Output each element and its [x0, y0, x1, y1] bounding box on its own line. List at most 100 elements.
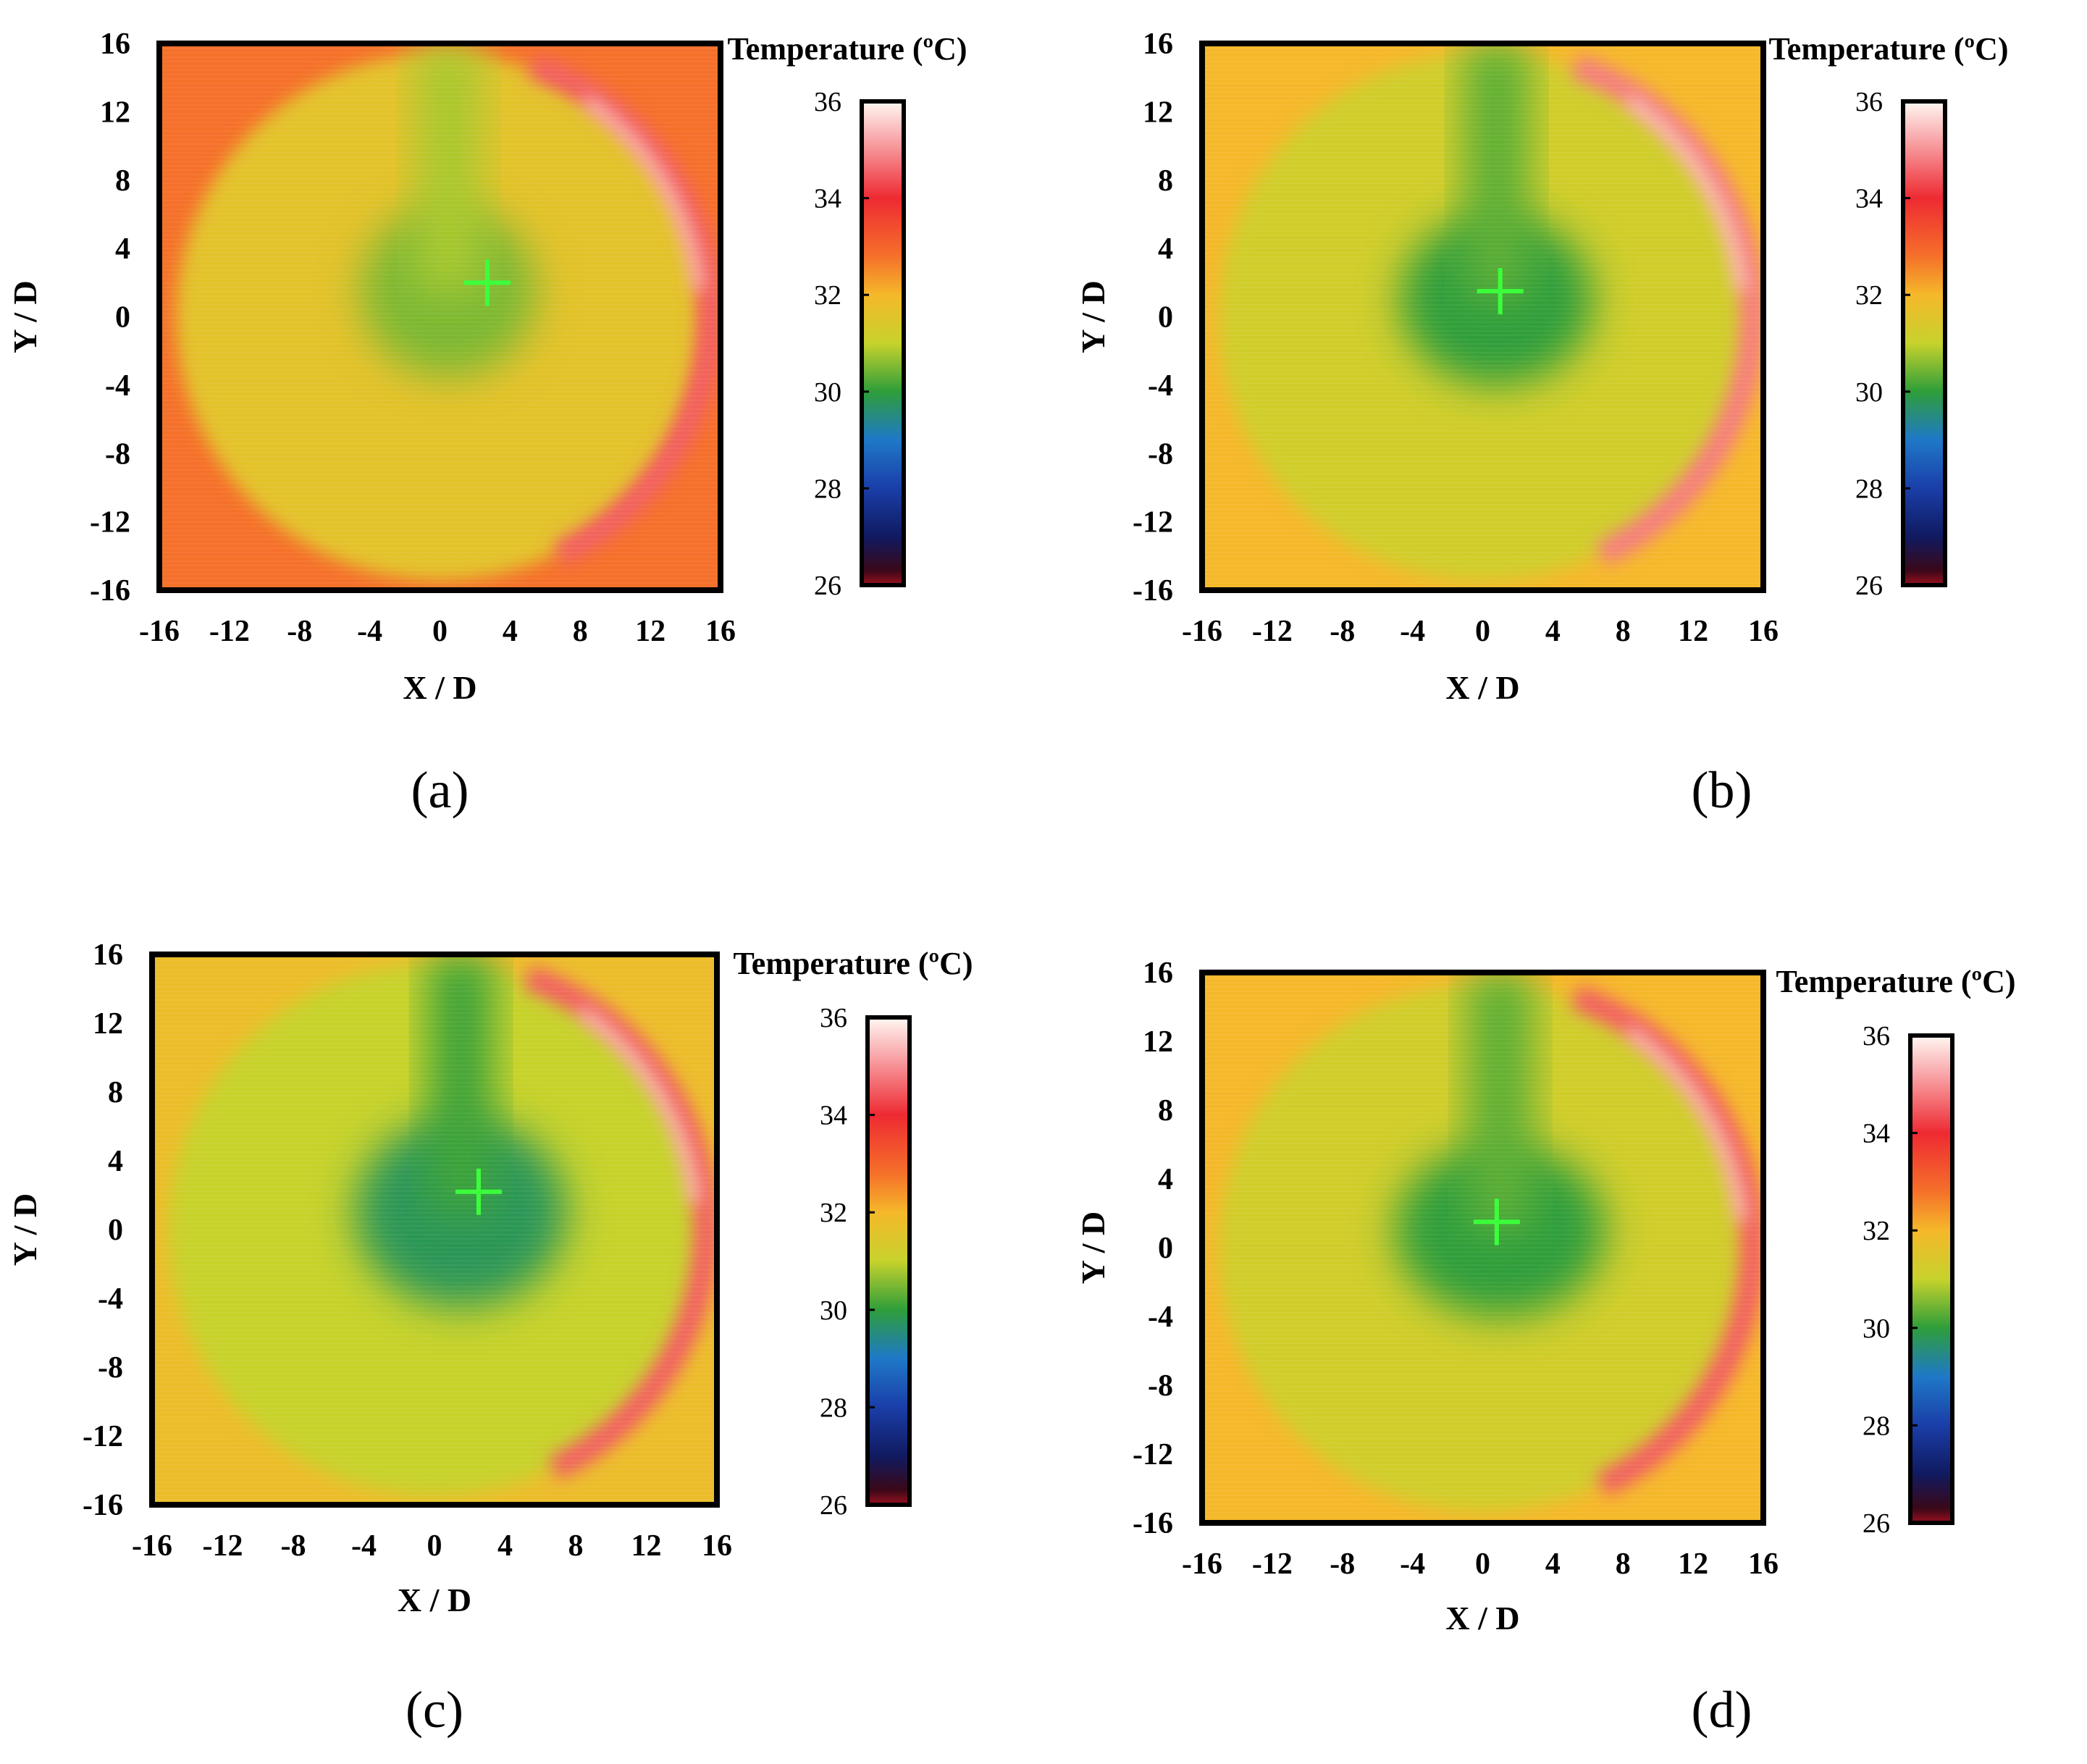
y-tick-label: 16	[100, 28, 130, 61]
y-tick-label: 12	[1143, 96, 1173, 129]
panel-d: -16 -12 -8 -4 0 4 8 12 16 16 12 8 4 0 -4 -8 -12 -16 X / D Y…	[1075, 957, 2016, 1739]
jet-center-marker	[1473, 1198, 1520, 1246]
colorbar-tick-label: 30	[1863, 1314, 1890, 1344]
plot-frame	[156, 41, 723, 593]
colorbar-tick-label: 34	[1855, 184, 1883, 214]
y-tick-label: 8	[1158, 1094, 1173, 1127]
y-tick-label: -12	[1133, 506, 1173, 539]
y-axis-label: Y / D	[1075, 280, 1112, 353]
colorbar-tick-label: 26	[1855, 571, 1883, 601]
y-tick-label: -8	[105, 437, 130, 471]
colorbar-tick-label: 36	[1855, 87, 1883, 117]
y-tick-label: -4	[1148, 369, 1173, 403]
colorbar-tick-label: 32	[814, 280, 841, 311]
colorbar-tick-label: 36	[820, 1003, 847, 1033]
colorbar-title: Temperature (ºC)	[1776, 964, 2015, 999]
y-tick-label: -4	[105, 369, 130, 403]
panel-label: (d)	[1692, 1681, 1752, 1739]
y-tick-label: 4	[108, 1145, 123, 1178]
x-tick-label: -8	[281, 1529, 306, 1563]
colorbar-tick-label: 28	[1863, 1411, 1890, 1441]
x-tick-label: -16	[132, 1529, 172, 1563]
panel-label: (b)	[1692, 761, 1752, 819]
y-tick-label: -16	[90, 574, 130, 608]
panel-b: -16 -12 -8 -4 0 4 8 12 16 16 12 8 4 0 -4 -8 -12 -16 X / D Y…	[1075, 28, 2009, 819]
heatmap-field	[1202, 43, 1763, 590]
colorbar-tick-label: 26	[814, 571, 841, 601]
x-tick-label: -16	[1182, 615, 1222, 648]
x-tick-label: -8	[287, 615, 312, 648]
y-tick-label: 8	[1158, 164, 1173, 198]
x-tick-label: 16	[1748, 615, 1779, 648]
colorbar-tick-label: 30	[814, 377, 841, 408]
x-axis-label: X / D	[403, 669, 476, 706]
colorbar: Temperature (ºC) 36 34 32 30 28 26	[1768, 31, 2008, 601]
colorbar-tick-label: 28	[820, 1393, 847, 1423]
y-tick-label: 16	[1143, 957, 1173, 990]
y-tick-label: -8	[98, 1351, 123, 1385]
x-tick-label: 8	[568, 1529, 584, 1563]
x-tick-label: 0	[1475, 1547, 1490, 1581]
y-tick-label: -12	[1133, 1438, 1173, 1471]
x-tick-label: -12	[209, 615, 250, 648]
streak-texture	[1202, 43, 1763, 590]
colorbar-tick-label: 32	[820, 1198, 847, 1228]
x-tick-label: -16	[139, 615, 180, 648]
y-tick-label: 0	[1158, 1232, 1173, 1265]
colorbar-gradient	[1901, 99, 1947, 587]
panel-label: (c)	[406, 1681, 463, 1739]
x-tick-label: 0	[1475, 615, 1490, 648]
x-tick-label: 4	[503, 615, 518, 648]
x-tick-label: -4	[351, 1529, 377, 1563]
x-tick-label: 16	[705, 615, 736, 648]
colorbar-gradient	[865, 1015, 912, 1507]
y-tick-label: 8	[115, 164, 130, 198]
x-tick-label: -12	[1252, 1547, 1293, 1581]
x-tick-label: -4	[357, 615, 382, 648]
x-axis-label: X / D	[1445, 669, 1519, 706]
heatmap-field	[159, 43, 721, 590]
colorbar: Temperature (ºC) 36 34 32 30 28 26	[727, 31, 967, 601]
y-tick-label: -12	[90, 506, 130, 539]
streak-texture	[1202, 973, 1763, 1523]
jet-center-marker	[463, 259, 511, 306]
x-tick-label: -4	[1400, 615, 1425, 648]
heatmap-field	[152, 954, 717, 1505]
jet-center-marker	[455, 1168, 502, 1215]
y-tick-label: -4	[98, 1282, 123, 1316]
y-axis-label: Y / D	[7, 280, 43, 353]
y-tick-label: -16	[83, 1489, 123, 1522]
x-tick-label: 4	[1545, 615, 1561, 648]
colorbar-tick-label: 34	[1863, 1119, 1890, 1149]
jet-center-marker	[1477, 268, 1524, 315]
streak-texture	[152, 954, 717, 1505]
x-tick-label: 16	[1748, 1547, 1779, 1581]
y-tick-label: 4	[1158, 1163, 1173, 1196]
y-tick-label: 0	[108, 1214, 123, 1247]
plot-frame	[149, 952, 720, 1508]
x-axis-label: X / D	[1445, 1600, 1519, 1637]
colorbar-tick-label: 34	[814, 184, 841, 214]
y-tick-label: 12	[100, 96, 130, 129]
y-tick-label: 16	[1143, 28, 1173, 61]
colorbar-tick-label: 36	[814, 87, 841, 117]
x-tick-label: 8	[1616, 1547, 1631, 1581]
x-tick-label: -8	[1330, 615, 1355, 648]
x-axis-label: X / D	[398, 1582, 471, 1618]
y-tick-label: -8	[1148, 437, 1173, 471]
colorbar-tick-label: 32	[1855, 280, 1883, 311]
plot-frame	[1199, 41, 1766, 593]
colorbar-title: Temperature (ºC)	[733, 946, 973, 981]
x-tick-label: -16	[1182, 1547, 1222, 1581]
colorbar-gradient	[1908, 1033, 1954, 1525]
y-tick-label: 0	[115, 301, 130, 335]
y-tick-label: 8	[108, 1076, 123, 1109]
colorbar-tick-label: 36	[1863, 1021, 1890, 1051]
panel-c: -16 -12 -8 -4 0 4 8 12 16 16 12 8 4 0 -4 -8 -12 -16 X / D Y…	[7, 938, 973, 1739]
panel-a: -16 -12 -8 -4 0 4 8 12 16 16 12 8 4 0 -4 -8 -12 -16 X / D Y…	[7, 28, 967, 819]
colorbar-tick-label: 26	[1863, 1508, 1890, 1539]
colorbar-tick-label: 34	[820, 1101, 847, 1131]
colorbar: Temperature (ºC) 36 34 32 30 28 26	[733, 946, 973, 1521]
x-tick-label: 12	[631, 1529, 662, 1563]
